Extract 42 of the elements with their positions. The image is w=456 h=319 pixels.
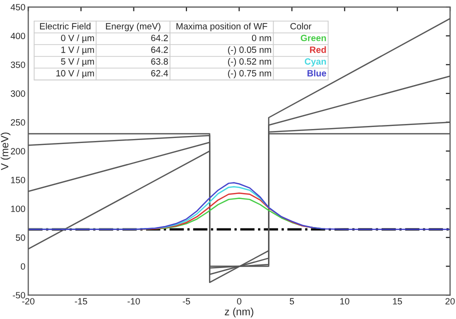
y-tick-label: 0: [20, 263, 26, 270]
x-axis-title: z (nm): [224, 308, 254, 318]
x-tick-label: 5: [290, 298, 294, 304]
annotation: 64.2: [151, 46, 168, 53]
annotation: (-) 0.52 nm: [228, 58, 272, 66]
y-tick-label: 150: [11, 176, 26, 184]
y-tick-label: 50: [16, 234, 26, 241]
annotation: Color: [290, 22, 312, 30]
annotation: Electric Field: [40, 22, 90, 30]
annotation: (-) 0.75 nm: [228, 70, 272, 78]
y-tick-label: 350: [10, 62, 26, 68]
y-axis-title: V (meV): [0, 132, 10, 170]
x-tick-label: -5: [182, 298, 190, 304]
y-tick-label: 200: [10, 148, 26, 154]
annotation: Cyan: [304, 58, 326, 66]
annotation: 62.4: [151, 70, 168, 76]
y-tick-label: 300: [10, 90, 26, 97]
annotation: Maxima position of WF: [176, 22, 268, 32]
x-tick-label: 10: [340, 298, 350, 304]
y-tick-label: -50: [12, 292, 26, 298]
annotation: (-) 0.05 nm: [228, 46, 272, 55]
x-tick-label: -10: [128, 298, 140, 304]
annotation: 0 V / µm: [61, 34, 94, 43]
annotation: 63.8: [151, 58, 168, 65]
x-tick-label: 15: [393, 298, 402, 304]
annotation: 0 nm: [252, 34, 272, 42]
annotation: Red: [310, 46, 326, 53]
annotation: 64.2: [151, 34, 168, 42]
y-tick-label: 100: [11, 206, 26, 212]
annotation: Green: [300, 34, 326, 42]
annotation: 1 V / µm: [61, 46, 94, 55]
x-tick-label: 20: [446, 298, 455, 304]
x-tick-label: 0: [237, 298, 242, 304]
y-tick-label: 400: [10, 32, 26, 40]
x-tick-label: -15: [74, 298, 88, 304]
annotation: Energy (meV): [106, 22, 160, 32]
annotation: Blue: [308, 70, 326, 76]
y-tick-label: 450: [10, 4, 26, 10]
annotation: 10 V / µm: [56, 70, 94, 78]
y-tick-label: 250: [10, 119, 26, 126]
annotation: 5 V / µm: [61, 58, 94, 66]
x-tick-label: -20: [22, 298, 34, 304]
